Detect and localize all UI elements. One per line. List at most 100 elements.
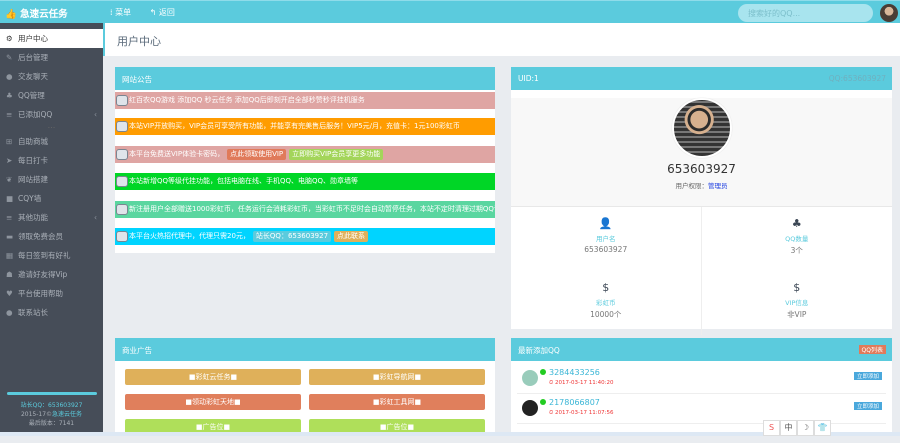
ad-button[interactable]: ■广告位■	[309, 419, 485, 435]
notice-tag-button[interactable]: 立即购买VIP会员享更多功能	[289, 149, 384, 160]
stat-item: $ 彩虹币 10000个	[511, 271, 702, 335]
timestamp: ⏲ 2017-03-17 11:07:56	[549, 410, 614, 416]
list-icon: ≡	[6, 213, 13, 222]
qq-number[interactable]: 3284433256	[549, 368, 600, 377]
page-header: 用户中心	[103, 23, 900, 56]
calendar-icon: ▦	[6, 251, 14, 260]
top-bar: 👍 急速云任务 ⁞ 菜单 ↰ 返回 搜索好的QQ...	[0, 0, 900, 23]
progress-bar	[6, 392, 97, 395]
copyright-link[interactable]: 急速云任务	[52, 411, 83, 418]
sidebar-item[interactable]: ♥ 平台使用帮助	[0, 284, 103, 303]
book-icon: ■	[6, 194, 14, 203]
stat-item: ♣ QQ数量 3个	[702, 207, 893, 271]
page-title: 用户中心	[117, 35, 161, 48]
sidebar: ⚙ 用户中心 ✎ 后台管理 ● 交友聊天 ♣ QQ管理 ≡ 已添加QQ ‹... ⊞ 自助商城 ➤ 每日打卡…	[0, 23, 103, 436]
qq-avatar	[522, 370, 538, 386]
sidebar-item[interactable]: ⚙ 用户中心	[0, 29, 103, 48]
cart-icon: ⊞	[6, 137, 13, 146]
user-icon: 👤	[598, 217, 613, 230]
sidebar-item[interactable]: ▬ 领取免费会员	[0, 227, 103, 246]
notice-tag-button[interactable]: 点此联系	[334, 231, 369, 242]
notice-item: 本平台火热招代理中，代理只需20元， 站长QQ：653603927 点此联系	[115, 228, 495, 245]
user-avatar	[671, 98, 732, 158]
ad-button[interactable]: ■彩虹导航网■	[309, 369, 485, 385]
notice-icon	[116, 176, 128, 187]
recent-qq-panel: 最新添加QQ QQ列表 3284433256 ⏲ 2017-03-17 11:40:…	[511, 338, 892, 436]
sidebar-item[interactable]: ■ CQY墙	[0, 189, 103, 208]
chat-icon: ●	[6, 72, 13, 81]
stat-item: $ VIP信息 非VIP	[702, 271, 893, 335]
ad-button[interactable]: ■领动彩虹天地■	[125, 394, 301, 410]
chevron-left-icon: ‹	[94, 213, 97, 222]
ad-button[interactable]: ■彩虹工具网■	[309, 394, 485, 410]
notice-icon	[116, 204, 128, 215]
users-icon: ☗	[6, 270, 13, 279]
dollar-icon: $	[602, 281, 610, 294]
ads-panel: 商业广告 ■彩虹云任务■ ■彩虹导航网■ ■领动彩虹天地■ ■彩虹工具网■ ■广告位■ ■…	[115, 338, 495, 436]
qq-avatar	[522, 400, 538, 416]
username: 653603927	[667, 162, 736, 176]
qq-icon: ♣	[791, 217, 802, 230]
card-icon: ▬	[6, 232, 14, 241]
sidebar-item[interactable]: ❦ 网站搭建	[0, 170, 103, 189]
notice-item: 新注册用户全部赠送1000彩虹币，任务运行会消耗彩虹币，当彩虹币不足时会自动暂停…	[115, 201, 495, 218]
sidebar-item[interactable]: ⊞ 自助商城	[0, 132, 103, 151]
ad-button[interactable]: ■彩虹云任务■	[125, 369, 301, 385]
sidebar-item[interactable]: ≡ 已添加QQ ‹	[0, 105, 103, 124]
sidebar-item[interactable]: ✎ 后台管理	[0, 48, 103, 67]
notice-tag-button[interactable]: 点此领取使用VIP	[227, 149, 287, 160]
search-input[interactable]: 搜索好的QQ...	[738, 4, 873, 22]
status-strip	[0, 432, 900, 436]
sidebar-item[interactable]: ● 联系站长	[0, 303, 103, 322]
add-button[interactable]: 立即添加	[853, 402, 882, 410]
sidebar-item[interactable]: ≡ 其他功能 ‹	[0, 208, 103, 227]
qq-list-badge[interactable]: QQ列表	[858, 345, 886, 354]
notice-item: 本平台免费送VIP体验卡密码， 点此领取使用VIP 立即购买VIP会员享更多功能	[115, 146, 495, 163]
back-button[interactable]: ↰ 返回	[149, 8, 175, 17]
sidebar-item[interactable]: ☗ 邀请好友得Vip	[0, 265, 103, 284]
sidebar-footer: 站长QQ：653603927 2015-17©急速云任务 最后版本：7141	[0, 392, 103, 428]
sidebar-item[interactable]: ▦ 每日签到有好礼	[0, 246, 103, 265]
user-panel: UID:1 QQ:653603927 653603927 用户权限：管理员 👤 用户…	[511, 67, 893, 335]
notice-icon	[116, 231, 128, 242]
stat-item: 👤 用户名 653603927	[511, 207, 702, 271]
notice-icon	[116, 149, 128, 160]
sidebar-item[interactable]: ● 交友聊天	[0, 67, 103, 86]
ime-button[interactable]: S	[763, 420, 780, 436]
qq-number[interactable]: 2178066807	[549, 398, 600, 407]
wrench-icon: ✎	[6, 53, 13, 62]
brand[interactable]: 👍 急速云任务	[5, 9, 68, 20]
notice-item: 红百农QQ游戏 添加QQ 秒云任务 添加QQ后即刻开启全部秒赞秒评挂机服务	[115, 92, 495, 109]
add-button[interactable]: 立即添加	[853, 372, 882, 380]
notice-item: 本站VIP开放购买，VIP会员可享受所有功能，并能享有完美售后服务！VIP5元/…	[115, 118, 495, 135]
chevron-left-icon: ‹	[94, 110, 97, 119]
ime-button[interactable]: ☽	[797, 420, 814, 436]
list-icon: ≡	[6, 110, 13, 119]
ad-button[interactable]: ■广告位■	[125, 419, 301, 435]
list-item: 3284433256 ⏲ 2017-03-17 11:40:20 立即添加	[517, 364, 886, 394]
heart-icon: ♥	[6, 289, 13, 298]
sidebar-item[interactable]: ➤ 每日打卡	[0, 151, 103, 170]
comment-icon: ●	[6, 308, 13, 317]
panel-header: 网站公告	[115, 67, 495, 90]
gear-icon: ⚙	[6, 34, 13, 43]
notice-icon	[116, 121, 128, 132]
send-icon: ➤	[6, 156, 13, 165]
timestamp: ⏲ 2017-03-17 11:40:20	[549, 380, 614, 386]
list-item: 2178066807 ⏲ 2017-03-17 11:07:56 立即添加	[517, 394, 886, 424]
notice-icon	[116, 95, 128, 106]
leaf-icon: ❦	[6, 175, 13, 184]
notice-panel: 网站公告 红百农QQ游戏 添加QQ 秒云任务 添加QQ后即刻开启全部秒赞秒评挂机…	[115, 67, 495, 253]
qq-icon: ♣	[6, 91, 13, 100]
ime-button[interactable]: 👕	[814, 420, 831, 436]
role-link[interactable]: 管理员	[708, 182, 728, 190]
ime-button[interactable]: 中	[780, 420, 797, 436]
notice-item: 本站新增QQ等级代挂功能，包括电脑在线、手机QQ、电脑QQ、勋章墙等	[115, 173, 495, 190]
sidebar-divider: ...	[47, 121, 56, 130]
avatar[interactable]	[880, 4, 898, 22]
menu-button[interactable]: ⁞ 菜单	[110, 8, 132, 17]
notice-tag-button[interactable]: 站长QQ：653603927	[252, 231, 332, 242]
sidebar-item[interactable]: ♣ QQ管理	[0, 86, 103, 105]
dollar-icon: $	[793, 281, 801, 294]
thumbs-up-icon: 👍	[5, 9, 17, 20]
